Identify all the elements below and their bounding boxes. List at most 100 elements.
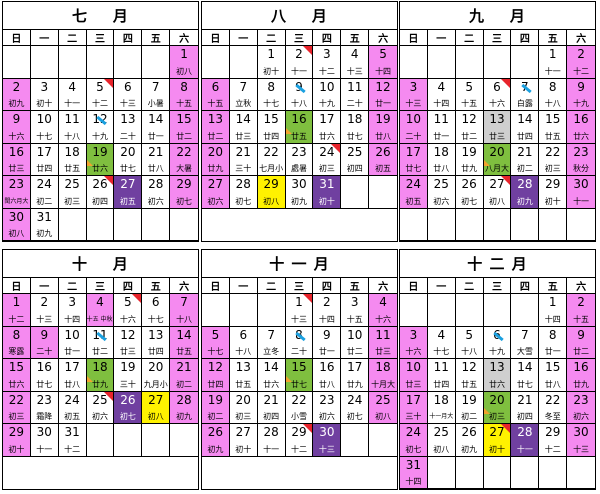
day-cell[interactable]: 15 廿六 [3, 359, 31, 392]
day-cell[interactable]: 5 十四 [369, 46, 397, 79]
day-cell[interactable]: 2 十二 [567, 46, 595, 79]
day-cell[interactable]: 13 廿四 [142, 326, 171, 359]
day-cell[interactable]: 10 二十 [400, 111, 428, 144]
day-cell[interactable]: 15 廿八 [539, 359, 568, 392]
day-cell[interactable]: 28 初九 [511, 176, 540, 209]
day-cell[interactable]: 17 廿四 [30, 143, 59, 176]
day-cell[interactable]: 3 初十 [30, 78, 59, 111]
day-cell[interactable]: 22 小雪 [285, 391, 314, 424]
day-cell[interactable]: 25 初八 [369, 391, 397, 424]
day-cell[interactable]: 17 廿九 [341, 359, 370, 392]
day-cell[interactable]: 27 初十 [229, 424, 258, 457]
day-cell[interactable]: 28 初九 [170, 391, 198, 424]
day-cell[interactable]: 29 十二 [539, 424, 568, 457]
day-cell[interactable]: 31 十四 [400, 456, 428, 489]
day-cell[interactable]: 22 初三 [3, 391, 31, 424]
day-cell[interactable]: 29 十二 [285, 424, 314, 457]
day-cell[interactable]: 6 十五 [202, 78, 230, 111]
day-cell[interactable]: 27 初八 [483, 176, 512, 209]
day-cell[interactable]: 14 廿七 [511, 359, 540, 392]
day-cell[interactable]: 4 十四 [427, 78, 456, 111]
day-cell[interactable]: 2 十三 [30, 294, 59, 327]
day-cell[interactable]: 7 小暑 [142, 78, 171, 111]
day-cell[interactable]: 25 初四 [341, 143, 370, 176]
day-cell[interactable]: 16 廿八 [313, 359, 342, 392]
day-cell[interactable]: 18 廿七 [341, 111, 370, 144]
day-cell[interactable]: 21 廿八 [142, 143, 171, 176]
day-cell[interactable]: 22 初三 [539, 143, 568, 176]
day-cell[interactable]: 20 九月小 [142, 359, 171, 392]
day-cell[interactable]: 15 廿四 [257, 111, 286, 144]
day-cell[interactable]: 21 初四 [257, 391, 286, 424]
day-cell[interactable]: 23 處暑 [285, 143, 314, 176]
day-cell[interactable]: 28 十一 [257, 424, 286, 457]
day-cell[interactable]: 7 大雪 [511, 326, 540, 359]
day-cell[interactable]: 19 廿六 [86, 143, 115, 176]
day-cell[interactable]: 7 立冬 [257, 326, 286, 359]
day-cell[interactable]: 4 十六 [369, 294, 397, 327]
day-cell[interactable]: 22 大暑 [170, 143, 198, 176]
day-cell[interactable]: 14 廿一 [142, 111, 171, 144]
day-cell[interactable]: 12 廿二 [455, 111, 484, 144]
day-cell[interactable]: 24 初三 [313, 143, 342, 176]
day-cell[interactable]: 29 初七 [170, 176, 198, 209]
day-cell[interactable]: 9 十九 [567, 78, 595, 111]
day-cell[interactable]: 3 十二 [313, 46, 342, 79]
day-cell[interactable]: 3 十三 [400, 78, 428, 111]
day-cell[interactable]: 23 初六 [567, 391, 595, 424]
day-cell[interactable]: 14 廿五 [170, 326, 198, 359]
day-cell[interactable]: 7 立秋 [229, 78, 258, 111]
day-cell[interactable]: 9 廿一 [313, 326, 342, 359]
day-cell[interactable]: 9 二十 [30, 326, 59, 359]
day-cell[interactable]: 13 廿六 [483, 359, 512, 392]
day-cell[interactable]: 27 初六 [202, 176, 230, 209]
day-cell[interactable]: 9 廿二 [567, 326, 595, 359]
day-cell[interactable]: 4 十五 中秋節 [86, 294, 115, 327]
day-cell[interactable]: 11 廿四 [427, 359, 456, 392]
day-cell[interactable]: 21 初二 [511, 143, 540, 176]
day-cell[interactable]: 2 十五 [567, 294, 595, 327]
day-cell[interactable]: 25 初三 [58, 176, 87, 209]
day-cell[interactable]: 17 廿六 [313, 111, 342, 144]
day-cell[interactable]: 11 十八 [58, 111, 87, 144]
day-cell[interactable]: 1 十四 [539, 294, 568, 327]
day-cell[interactable]: 8 廿一 [539, 326, 568, 359]
day-cell[interactable]: 19 初二 [202, 391, 230, 424]
day-cell[interactable]: 27 初八 [142, 391, 171, 424]
day-cell[interactable]: 26 初七 [455, 176, 484, 209]
day-cell[interactable]: 3 十四 [58, 294, 87, 327]
day-cell[interactable]: 20 八月大 [483, 143, 512, 176]
day-cell[interactable]: 4 十一 [58, 78, 87, 111]
day-cell[interactable]: 7白露 [511, 78, 540, 111]
day-cell[interactable]: 11 廿三 [369, 326, 397, 359]
day-cell[interactable]: 30 十一 [30, 424, 59, 457]
day-cell[interactable]: 6 十三 [114, 78, 143, 111]
day-cell[interactable]: 6 十六 [483, 78, 512, 111]
day-cell[interactable]: 18 十月大 [369, 359, 397, 392]
day-cell[interactable]: 26 初五 [369, 143, 397, 176]
day-cell[interactable]: 23 初六 [313, 391, 342, 424]
day-cell[interactable]: 6 十七 [142, 294, 171, 327]
day-cell[interactable]: 15 廿五 [539, 111, 568, 144]
day-cell[interactable]: 6 十八 [229, 326, 258, 359]
day-cell[interactable]: 2 初九 [3, 78, 31, 111]
day-cell[interactable]: 16 廿五 [285, 111, 314, 144]
day-cell[interactable]: 24 初七 [341, 391, 370, 424]
day-cell[interactable]: 19 廿八 [369, 111, 397, 144]
day-cell[interactable]: 24 初七 [400, 424, 428, 457]
day-cell[interactable]: 20 廿七 [114, 143, 143, 176]
day-cell[interactable]: 12 廿四 [202, 359, 230, 392]
day-cell[interactable]: 31 初九 [30, 208, 59, 241]
day-cell[interactable]: 31 十二 [58, 424, 87, 457]
day-cell[interactable]: 18 廿五 [58, 143, 87, 176]
day-cell[interactable]: 30 初九 [285, 176, 314, 209]
day-cell[interactable]: 13 二十 [114, 111, 143, 144]
day-cell[interactable]: 1 初十 [257, 46, 286, 79]
day-cell[interactable]: 4 十七 [427, 326, 456, 359]
day-cell[interactable]: 4 十三 [341, 46, 370, 79]
day-cell[interactable]: 12 廿五 [455, 359, 484, 392]
day-cell[interactable]: 20 初三 [229, 391, 258, 424]
day-cell[interactable]: 15 廿二 [170, 111, 198, 144]
day-cell[interactable]: 26 初九 [455, 424, 484, 457]
day-cell[interactable]: 11廿二 [86, 326, 115, 359]
